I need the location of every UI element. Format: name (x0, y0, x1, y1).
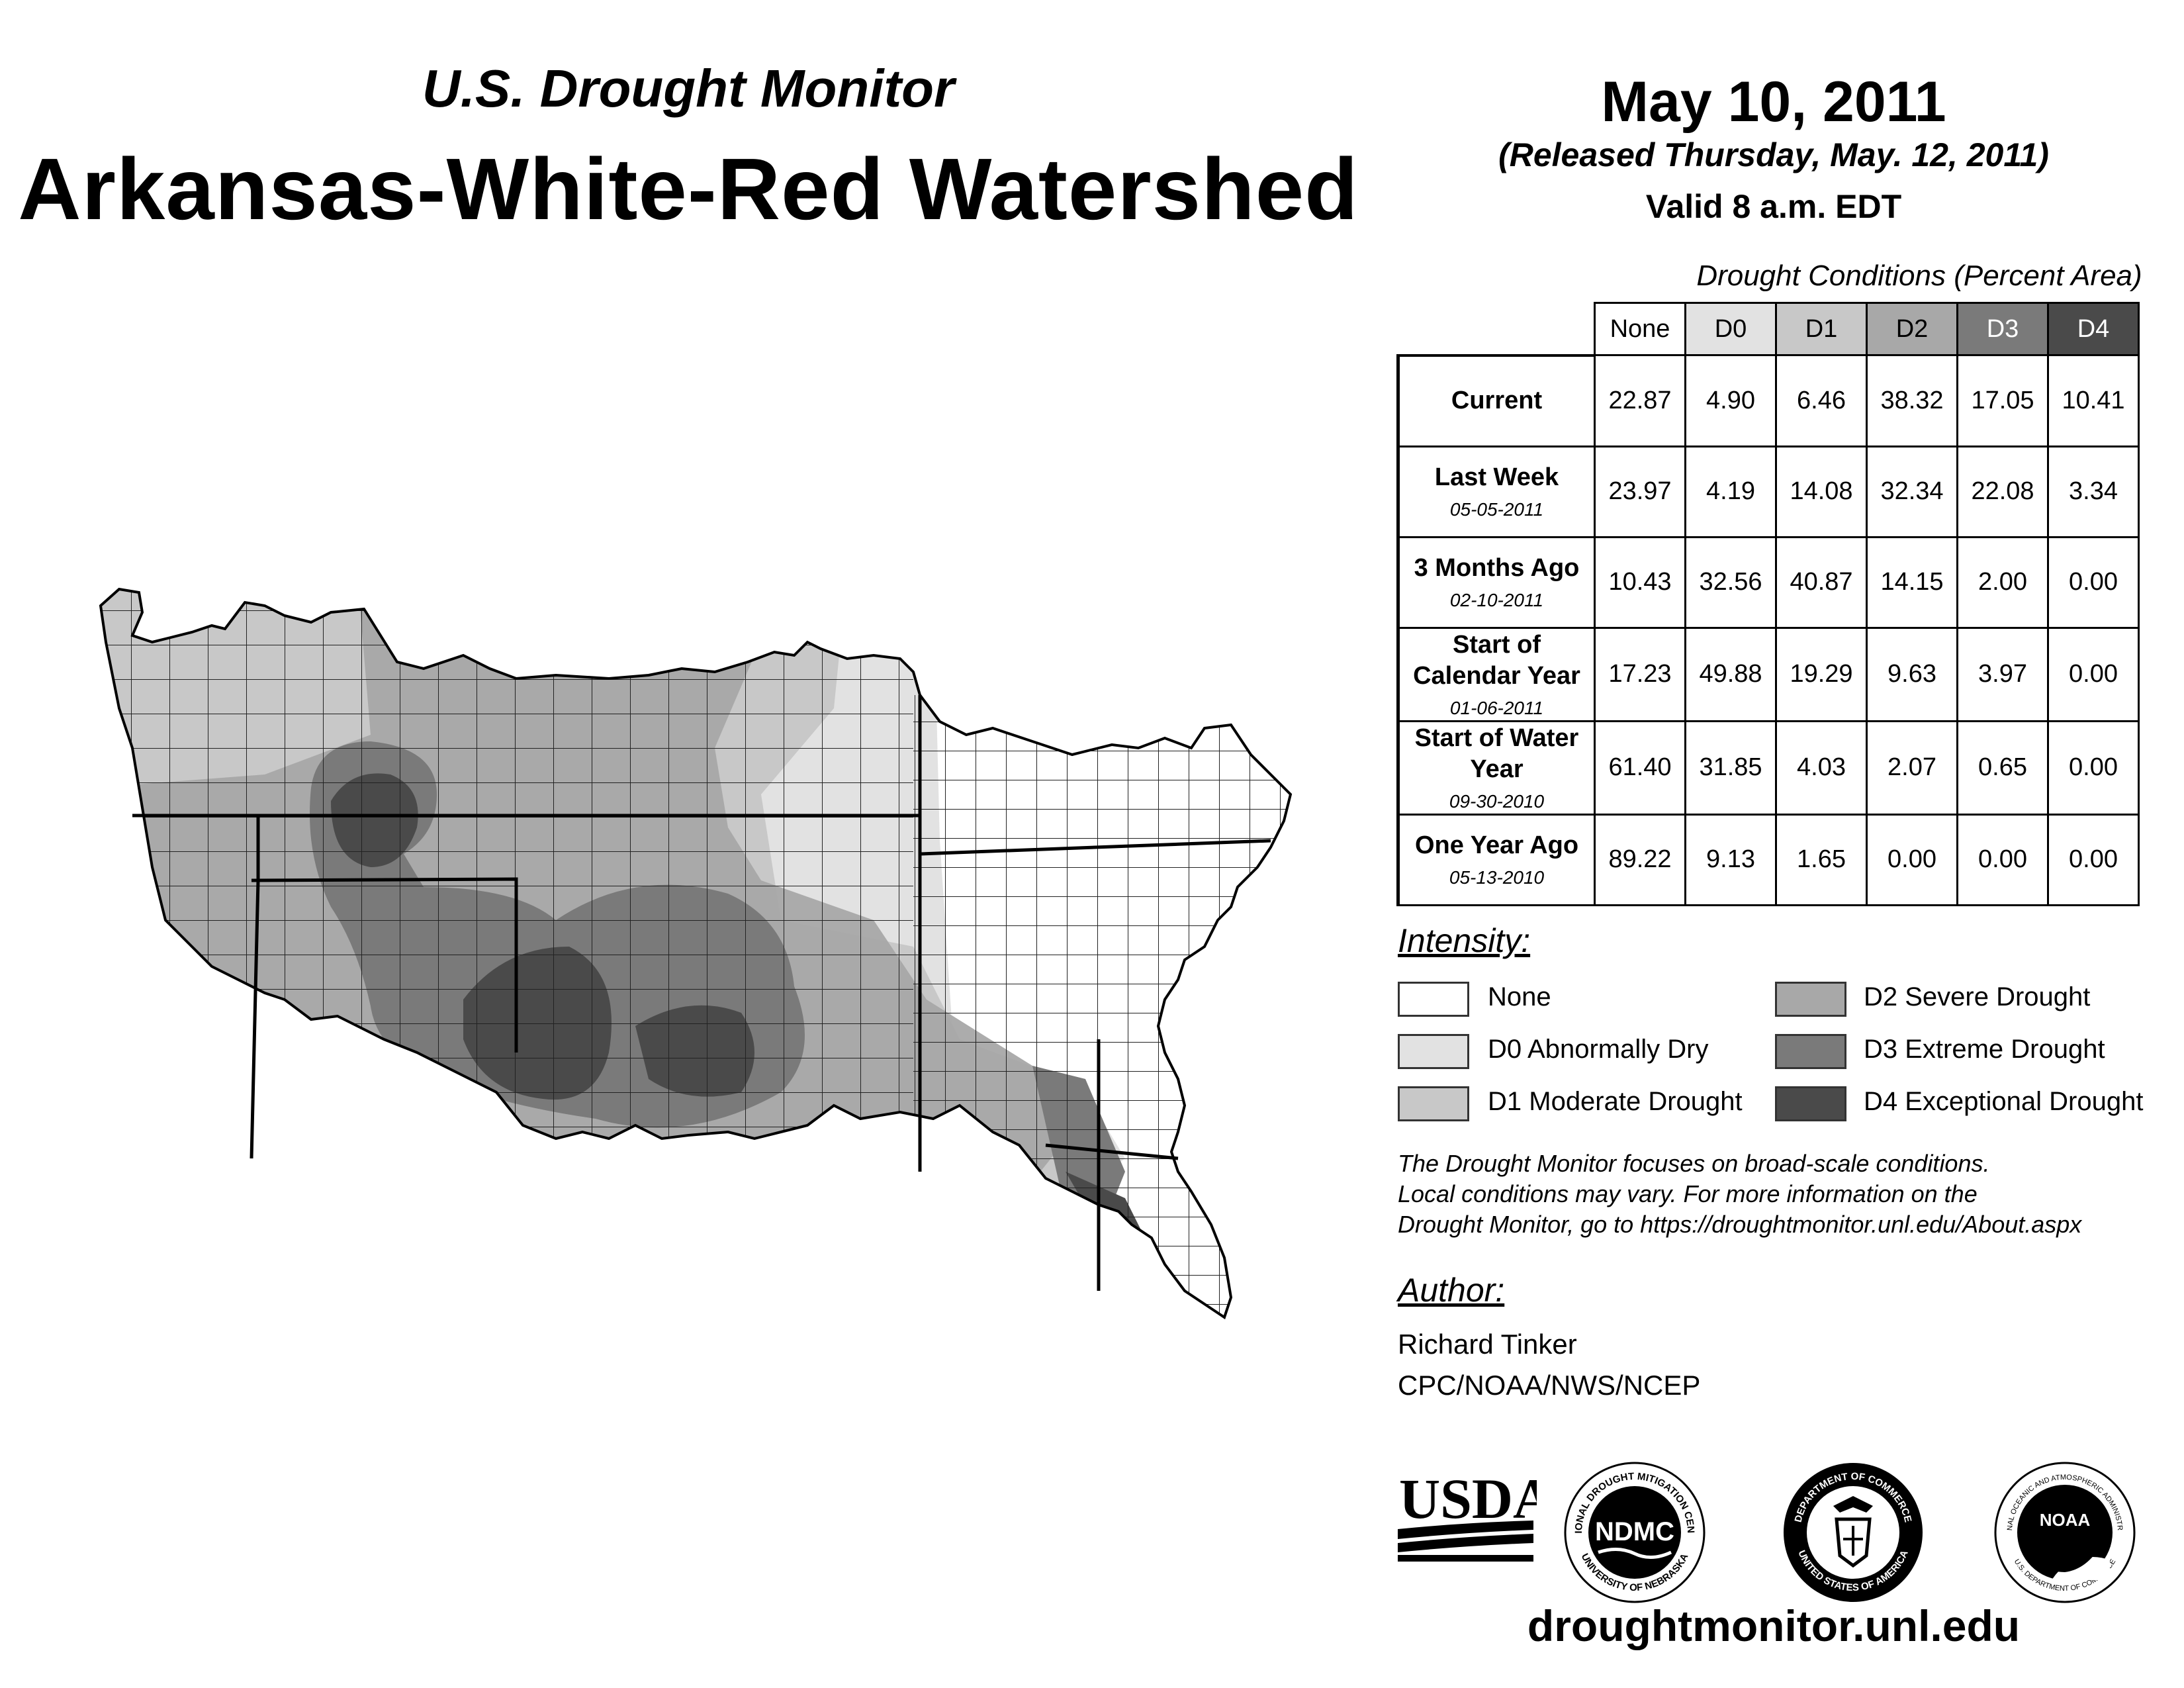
watershed-map (99, 588, 1292, 1319)
table-cell: 4.90 (1684, 354, 1777, 447)
table-cell: 1.65 (1775, 813, 1868, 906)
table-row: One Year Ago 05-13-2010 89.22 9.13 1.65 0… (1396, 813, 2140, 906)
legend-swatch-d0 (1398, 1034, 1469, 1069)
table-cell: 10.43 (1594, 536, 1686, 629)
row-label: Start of Calendar Year 01-06-2011 (1396, 626, 1596, 722)
table-row: Start of Water Year 09-30-2010 61.40 31.8… (1396, 720, 2140, 816)
table-row: 3 Months Ago 02-10-2011 10.43 32.56 40.87… (1396, 536, 2140, 629)
legend-label-d2: D2 Severe Drought (1864, 982, 2091, 1011)
table-row: Last Week 05-05-2011 23.97 4.19 14.08 32.… (1396, 445, 2140, 538)
table-cell: 17.23 (1594, 626, 1686, 722)
legend-swatch-d2 (1775, 982, 1846, 1017)
legend-swatch-d3 (1775, 1034, 1846, 1069)
table-row: Current 22.87 4.90 6.46 38.32 17.05 10.4… (1396, 354, 2140, 447)
svg-text:NOAA: NOAA (2040, 1510, 2091, 1530)
table-cell: 14.15 (1866, 536, 1958, 629)
author-block: Richard Tinker CPC/NOAA/NWS/NCEP (1398, 1324, 1700, 1406)
table-cell: 9.13 (1684, 813, 1777, 906)
department-of-commerce-seal: DEPARTMENT OF COMMERCE UNITED STATES OF … (1784, 1463, 1923, 1602)
legend-label-d3: D3 Extreme Drought (1864, 1035, 2105, 1064)
legend-swatch-d4 (1775, 1086, 1846, 1121)
col-header-d1: D1 (1775, 302, 1868, 356)
legend-swatch-d1 (1398, 1086, 1469, 1121)
author-org: CPC/NOAA/NWS/NCEP (1398, 1370, 1701, 1401)
table-header-row: None D0 D1 D2 D3 D4 (1398, 302, 2140, 357)
map-subtitle: U.S. Drought Monitor (422, 59, 955, 118)
legend-heading: Intensity: (1398, 922, 1531, 959)
table-cell: 4.19 (1684, 445, 1777, 538)
svg-text:NDMC: NDMC (1595, 1517, 1674, 1546)
table-cell: 14.08 (1775, 445, 1868, 538)
note-line: Local conditions may vary. For more info… (1398, 1180, 1978, 1207)
table-cell: 3.34 (2047, 445, 2140, 538)
legend-label-d4: D4 Exceptional Drought (1864, 1087, 2144, 1116)
map-date: May 10, 2011 (1601, 70, 1946, 134)
col-header-d2: D2 (1866, 302, 1958, 356)
usda-logo: USDA (1398, 1467, 1537, 1562)
col-header-d3: D3 (1956, 302, 2049, 356)
table-cell: 3.97 (1956, 626, 2049, 722)
table-cell: 32.56 (1684, 536, 1777, 629)
table-cell: 0.00 (1866, 813, 1958, 906)
legend-label-d0: D0 Abnormally Dry (1488, 1035, 1709, 1064)
table-cell: 0.00 (2047, 813, 2140, 906)
table-cell: 22.08 (1956, 445, 2049, 538)
author-heading: Author: (1398, 1272, 1505, 1309)
table-cell: 0.00 (1956, 813, 2049, 906)
row-label: 3 Months Ago 02-10-2011 (1396, 536, 1596, 629)
table-cell: 10.41 (2047, 354, 2140, 447)
row-label: Start of Water Year 09-30-2010 (1396, 720, 1596, 816)
note-line: Drought Monitor, go to https://droughtmo… (1398, 1211, 2082, 1238)
table-cell: 23.97 (1594, 445, 1686, 538)
legend-swatch-none (1398, 982, 1469, 1017)
table-cell: 31.85 (1684, 720, 1777, 816)
table-cell: 38.32 (1866, 354, 1958, 447)
note-line: The Drought Monitor focuses on broad-sca… (1398, 1150, 1990, 1177)
table-cell: 2.07 (1866, 720, 1958, 816)
table-cell: 49.88 (1684, 626, 1777, 722)
table-row: Start of Calendar Year 01-06-2011 17.23 4… (1396, 626, 2140, 722)
col-header-d4: D4 (2047, 302, 2140, 356)
table-cell: 2.00 (1956, 536, 2049, 629)
table-cell: 89.22 (1594, 813, 1686, 906)
row-label: Last Week 05-05-2011 (1396, 445, 1596, 538)
col-header-none: None (1594, 302, 1686, 356)
table-cell: 0.00 (2047, 626, 2140, 722)
table-cell: 0.00 (2047, 536, 2140, 629)
table-cell: 19.29 (1775, 626, 1868, 722)
disclaimer-note: The Drought Monitor focuses on broad-sca… (1398, 1149, 2179, 1240)
row-label: Current (1396, 354, 1596, 447)
table-cell: 6.46 (1775, 354, 1868, 447)
drought-conditions-table: None D0 D1 D2 D3 D4 Current 22.87 4.90 6… (1396, 302, 2140, 906)
table-cell: 40.87 (1775, 536, 1868, 629)
ndmc-logo: NATIONAL DROUGHT MITIGATION CENTER UNIVE… (1562, 1460, 1706, 1603)
release-date: (Released Thursday, May. 12, 2011) (1498, 136, 2049, 173)
table-cell: 17.05 (1956, 354, 2049, 447)
table-cell: 9.63 (1866, 626, 1958, 722)
table-caption: Drought Conditions (Percent Area) (1696, 259, 2142, 292)
row-label: One Year Ago 05-13-2010 (1396, 813, 1596, 906)
table-cell: 32.34 (1866, 445, 1958, 538)
noaa-logo: NATIONAL OCEANIC AND ATMOSPHERIC ADMINIS… (1992, 1460, 2136, 1603)
table-corner (1398, 303, 1595, 357)
valid-time: Valid 8 a.m. EDT (1645, 188, 1902, 225)
legend-label-d1: D1 Moderate Drought (1488, 1087, 1743, 1116)
table-cell: 61.40 (1594, 720, 1686, 816)
author-name: Richard Tinker (1398, 1329, 1577, 1360)
svg-text:USDA: USDA (1399, 1467, 1537, 1530)
col-header-d0: D0 (1684, 302, 1777, 356)
map-title: Arkansas-White-Red Watershed (18, 140, 1359, 238)
table-cell: 0.00 (2047, 720, 2140, 816)
table-cell: 4.03 (1775, 720, 1868, 816)
table-cell: 22.87 (1594, 354, 1686, 447)
table-cell: 0.65 (1956, 720, 2049, 816)
website-link[interactable]: droughtmonitor.unl.edu (1527, 1601, 2021, 1650)
legend-label-none: None (1488, 982, 1551, 1011)
